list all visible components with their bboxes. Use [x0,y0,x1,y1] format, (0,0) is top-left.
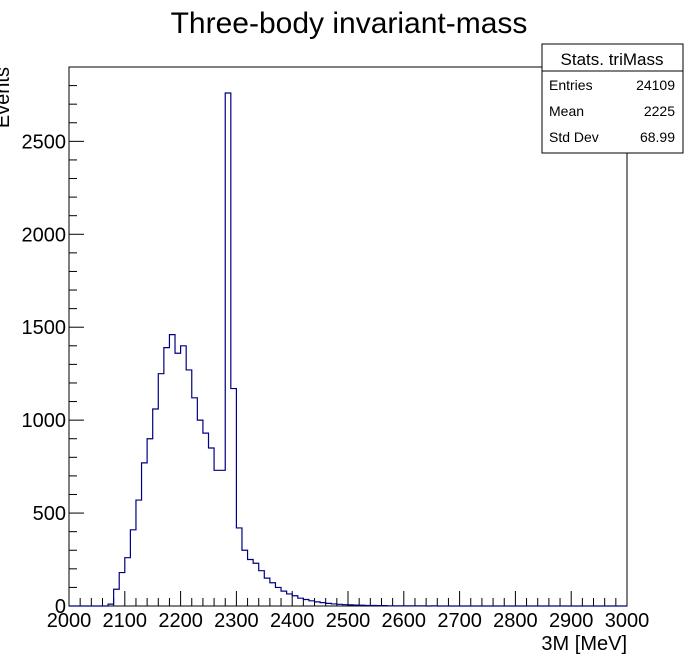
x-tick-label: 3000 [605,610,650,632]
stats-mean-label: Mean [549,103,584,119]
x-tick-label: 2000 [47,610,92,632]
stats-box: Stats. triMass Entries 24109 Mean 2225 S… [541,43,684,154]
chart-title: Three-body invariant-mass [171,7,528,40]
stats-box-frame [541,43,684,154]
x-tick-label: 2700 [437,610,482,632]
stats-entries-label: Entries [549,77,593,93]
histogram-line [69,92,627,607]
x-axis-title: 3M [MeV] [541,633,627,655]
y-tick-label: 1500 [22,317,67,339]
x-tick-label: 2800 [493,610,538,632]
x-tick-label: 2300 [214,610,259,632]
y-tick-label: 1000 [22,410,67,432]
stats-stddev-value: 68.99 [640,129,675,145]
y-tick-label: 500 [33,503,66,525]
x-tick-label: 2400 [270,610,315,632]
stats-mean-value: 2225 [644,103,675,119]
x-axis: 2000 2100 2200 2300 2400 2500 2600 2700 2800 2900… [47,591,650,632]
x-tick-label: 2200 [158,610,203,632]
x-tick-label: 2900 [549,610,594,632]
y-tick-label: 2500 [22,131,67,153]
stats-entries-value: 24109 [636,77,675,93]
y-tick-label: 0 [55,596,66,618]
y-tick-label: 2000 [22,224,67,246]
x-tick-label: 2100 [103,610,148,632]
x-tick-label: 2600 [382,610,427,632]
stats-stddev-label: Std Dev [549,129,599,145]
y-axis-title: Events [0,67,14,128]
stats-title: Stats. triMass [561,50,664,69]
y-axis: 0 500 1000 1500 2000 2500 [22,66,84,618]
x-tick-label: 2500 [326,610,371,632]
